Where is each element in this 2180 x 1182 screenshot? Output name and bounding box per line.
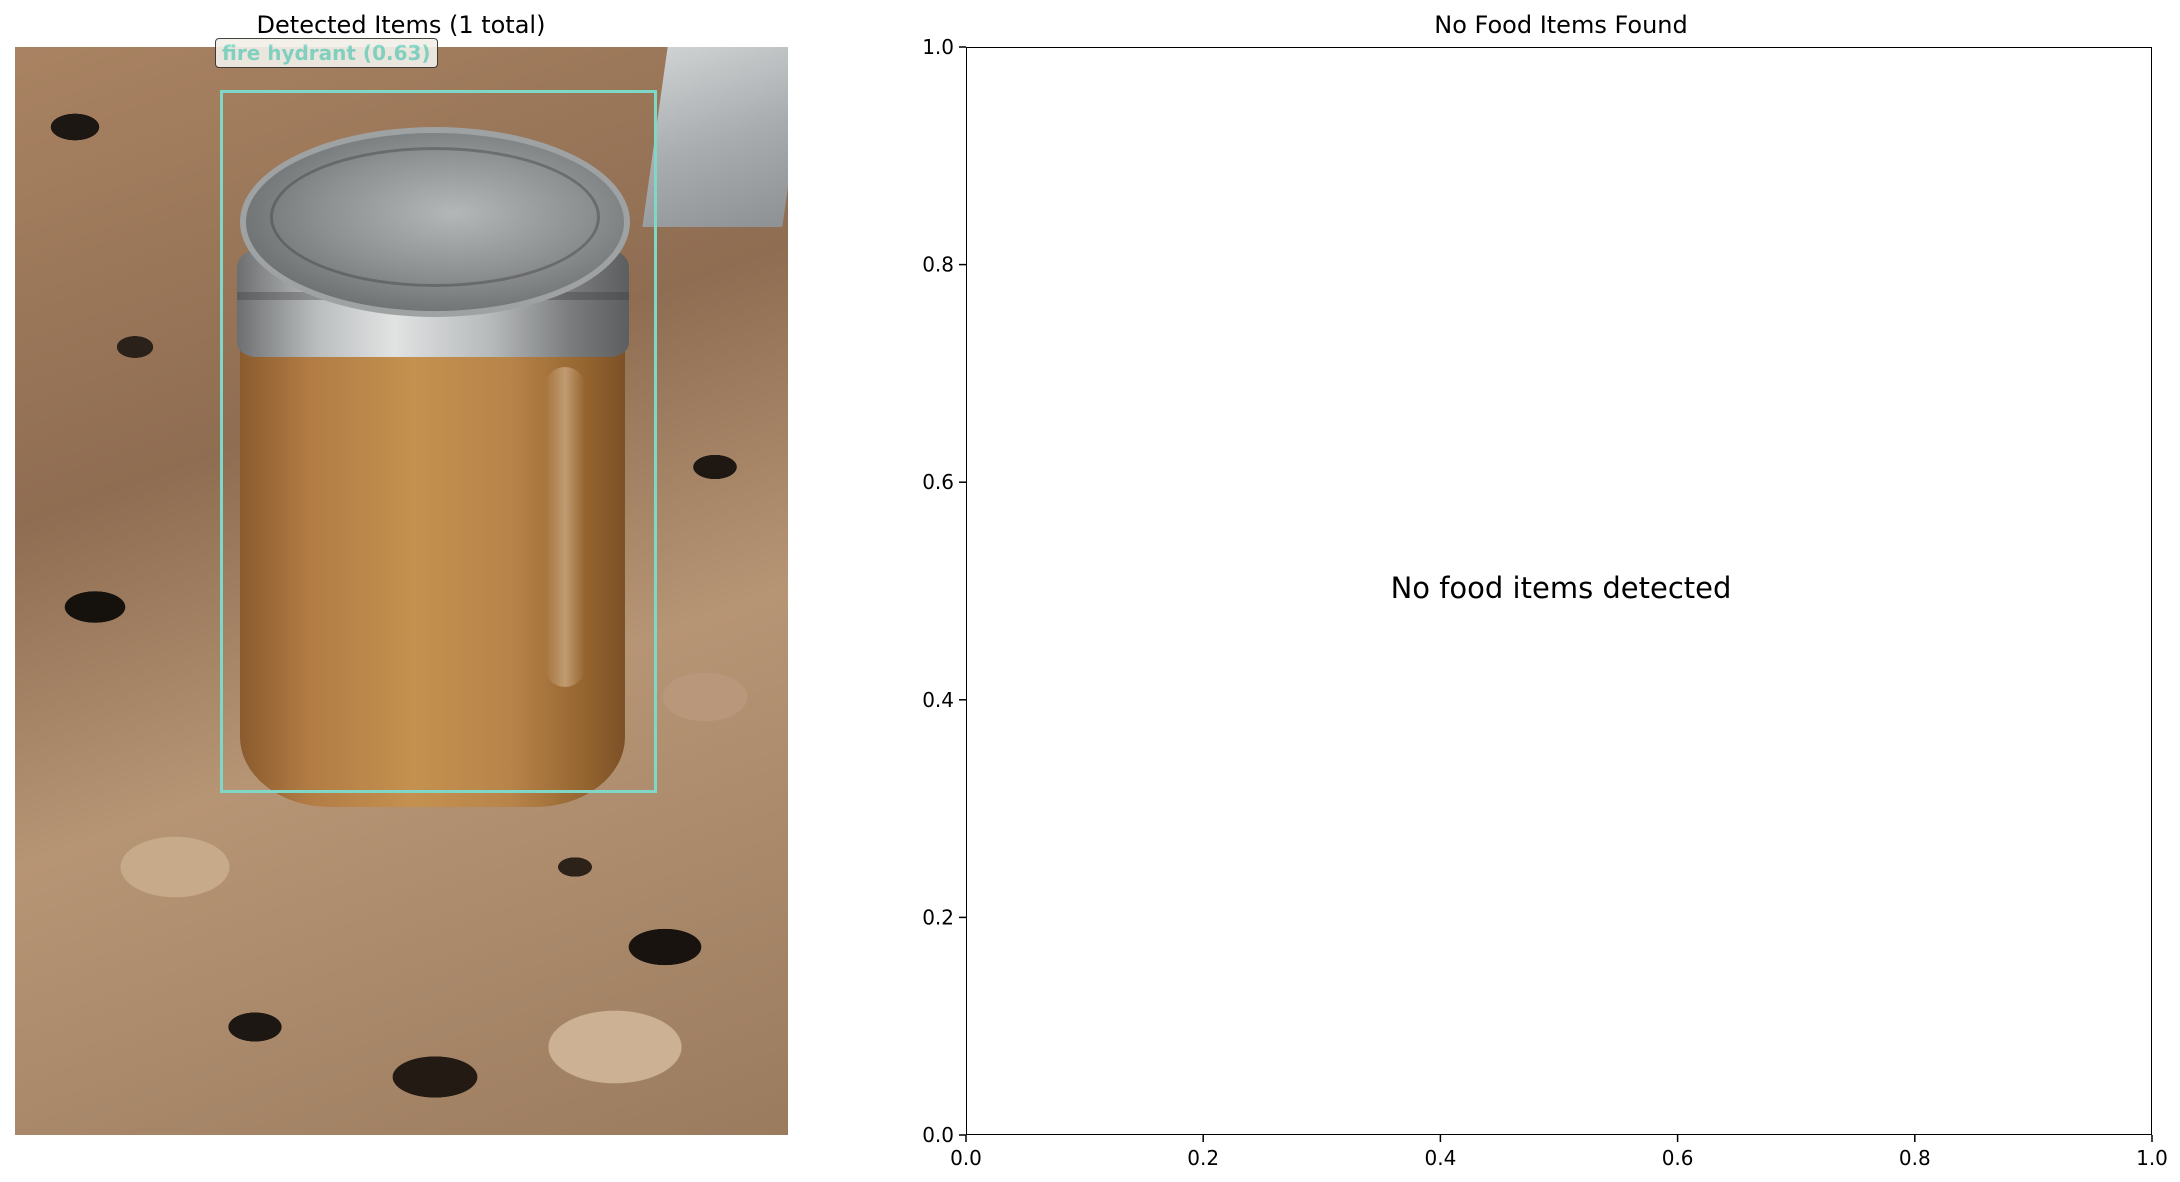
y-tick-label-5: 1.0: [922, 35, 954, 59]
right-panel-title: No Food Items Found: [1434, 11, 1688, 39]
y-tick-label-4: 0.8: [922, 253, 954, 277]
y-tick-label-0: 0.0: [922, 1123, 954, 1147]
left-panel-title: Detected Items (1 total): [256, 11, 546, 39]
x-tick-label-0: 0.0: [950, 1146, 982, 1170]
x-tick-label-1: 0.2: [1187, 1146, 1219, 1170]
x-tick-label-4: 0.8: [1899, 1146, 1931, 1170]
y-tick-label-1: 0.2: [922, 905, 954, 929]
jar-body: [240, 307, 625, 807]
y-tick-label-3: 0.6: [922, 470, 954, 494]
empty-axes-frame: [966, 47, 2152, 1135]
x-tick-label-5: 1.0: [2136, 1146, 2168, 1170]
detection-photo: [15, 47, 788, 1135]
jar-lid-ring: [270, 147, 600, 287]
detection-bounding-box: [220, 90, 657, 793]
x-tick-label-3: 0.6: [1662, 1146, 1694, 1170]
y-tick-label-2: 0.4: [922, 688, 954, 712]
x-tick-label-2: 0.4: [1424, 1146, 1456, 1170]
detection-label: fire hydrant (0.63): [215, 38, 438, 68]
no-items-message: No food items detected: [1390, 571, 1732, 605]
jar-highlight: [545, 367, 585, 687]
